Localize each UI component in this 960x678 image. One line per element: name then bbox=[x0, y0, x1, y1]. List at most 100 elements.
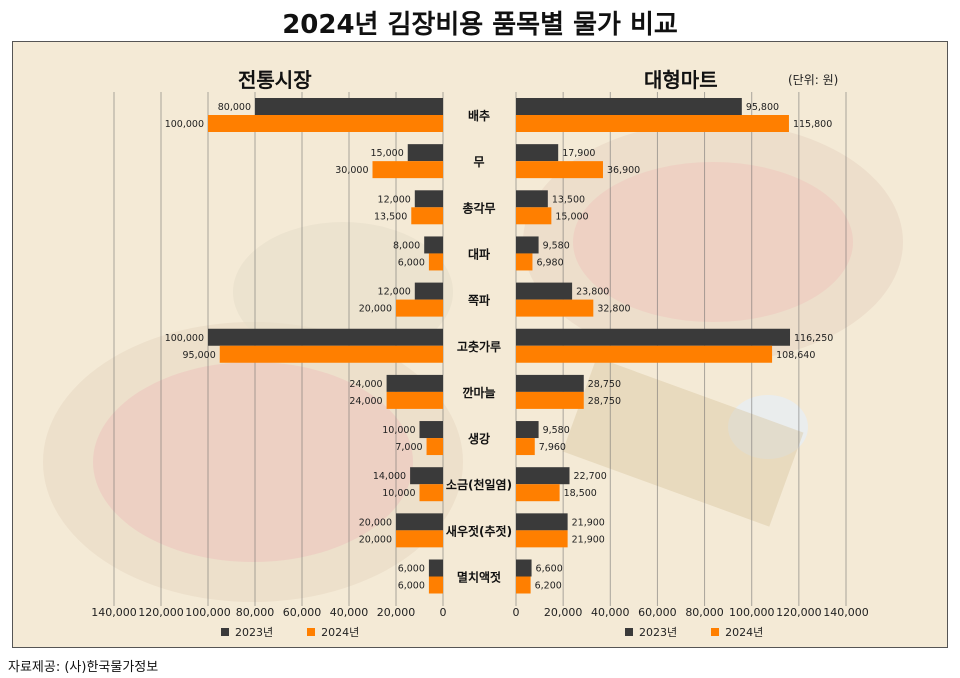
right-bar-2024 bbox=[516, 299, 594, 317]
right-value-label: 95,800 bbox=[746, 102, 779, 113]
left-bar-2023 bbox=[396, 513, 443, 531]
right-bar-2024 bbox=[516, 438, 535, 456]
right-x-tick-label: 60,000 bbox=[638, 606, 677, 619]
left-x-tick-label: 20,000 bbox=[377, 606, 416, 619]
right-bar-2024 bbox=[516, 253, 533, 271]
page-title: 2024년 김장비용 품목별 물가 비교 bbox=[282, 10, 678, 40]
left-bar-2024 bbox=[428, 253, 443, 271]
right-x-tick-label: 80,000 bbox=[685, 606, 724, 619]
legend-swatch-2024 bbox=[307, 628, 316, 636]
right-value-label: 22,700 bbox=[574, 471, 607, 482]
left-panel-title: 전통시장 bbox=[238, 68, 312, 92]
left-x-tick-label: 60,000 bbox=[283, 606, 322, 619]
right-value-label: 17,900 bbox=[562, 148, 595, 159]
left-value-label: 6,000 bbox=[398, 564, 425, 575]
category-label: 소금(천일염) bbox=[446, 477, 512, 492]
right-value-label: 18,500 bbox=[564, 488, 597, 499]
left-bar-2023 bbox=[407, 144, 443, 162]
right-bar-2024 bbox=[516, 207, 552, 225]
left-value-label: 6,000 bbox=[398, 581, 425, 592]
left-x-tick-label: 0 bbox=[440, 606, 447, 619]
right-value-label: 6,980 bbox=[536, 257, 563, 268]
right-value-label: 28,750 bbox=[588, 396, 621, 407]
left-bar-2024 bbox=[219, 345, 443, 363]
left-value-label: 10,000 bbox=[382, 425, 415, 436]
left-bar-2023 bbox=[255, 98, 443, 115]
left-bar-2024 bbox=[426, 438, 443, 456]
left-value-label: 20,000 bbox=[359, 534, 392, 545]
chart-frame bbox=[12, 41, 948, 648]
left-value-label: 8,000 bbox=[393, 240, 420, 251]
legend-label-2024: 2024년 bbox=[321, 626, 360, 639]
left-value-label: 100,000 bbox=[165, 119, 204, 130]
left-bar-2024 bbox=[208, 115, 443, 132]
left-bar-2024 bbox=[386, 391, 443, 409]
right-bar-2024 bbox=[516, 161, 603, 179]
left-bar-2024 bbox=[428, 576, 443, 594]
right-value-label: 115,800 bbox=[793, 119, 832, 130]
left-bar-2023 bbox=[414, 282, 443, 300]
left-bar-2024 bbox=[396, 299, 443, 317]
right-value-label: 32,800 bbox=[597, 304, 630, 315]
right-value-label: 9,580 bbox=[543, 240, 570, 251]
left-value-label: 14,000 bbox=[373, 471, 406, 482]
left-value-label: 10,000 bbox=[382, 488, 415, 499]
left-bar-2023 bbox=[208, 328, 443, 346]
right-bar-2023 bbox=[516, 513, 568, 531]
left-value-label: 13,500 bbox=[374, 211, 407, 222]
legend-label-2024: 2024년 bbox=[725, 626, 764, 639]
right-bar-2024 bbox=[516, 391, 584, 409]
category-label: 멸치액젓 bbox=[457, 570, 501, 585]
left-bar-2024 bbox=[396, 530, 443, 548]
left-bar-2024 bbox=[411, 207, 443, 225]
category-label: 총각무 bbox=[462, 200, 495, 215]
category-label: 생강 bbox=[468, 431, 490, 446]
left-value-label: 20,000 bbox=[359, 517, 392, 528]
left-value-label: 7,000 bbox=[395, 442, 422, 453]
left-legend: 2023년 2024년 bbox=[221, 624, 359, 640]
category-label: 무 bbox=[473, 155, 484, 169]
legend-label-2023: 2023년 bbox=[639, 626, 678, 639]
right-bar-2023 bbox=[516, 236, 539, 254]
right-bar-2023 bbox=[516, 374, 584, 392]
right-bar-2024 bbox=[516, 484, 560, 502]
left-bar-2023 bbox=[428, 559, 443, 577]
left-value-label: 12,000 bbox=[378, 194, 411, 205]
left-x-tick-label: 100,000 bbox=[185, 606, 231, 619]
left-value-label: 30,000 bbox=[335, 165, 368, 176]
right-value-label: 7,960 bbox=[539, 442, 566, 453]
left-value-label: 15,000 bbox=[371, 148, 404, 159]
right-x-tick-label: 140,000 bbox=[823, 606, 869, 619]
left-value-label: 12,000 bbox=[378, 287, 411, 298]
left-value-label: 95,000 bbox=[183, 350, 216, 361]
category-label: 배추 bbox=[468, 108, 490, 123]
right-value-label: 9,580 bbox=[543, 425, 570, 436]
category-label: 대파 bbox=[468, 246, 490, 261]
left-value-label: 20,000 bbox=[359, 304, 392, 315]
left-bar-2023 bbox=[410, 467, 443, 485]
right-bar-2023 bbox=[516, 190, 548, 208]
kimchi-illustration-background bbox=[43, 122, 903, 602]
left-x-tick-label: 140,000 bbox=[91, 606, 137, 619]
legend-swatch-2024 bbox=[711, 628, 720, 636]
right-x-tick-label: 40,000 bbox=[591, 606, 630, 619]
right-bar-2023 bbox=[516, 421, 539, 439]
right-value-label: 6,200 bbox=[535, 581, 562, 592]
right-bar-2024 bbox=[516, 576, 531, 594]
unit-label: (단위: 원) bbox=[788, 73, 839, 87]
right-legend: 2023년 2024년 bbox=[625, 624, 763, 640]
left-bar-2023 bbox=[386, 374, 443, 392]
left-bar-2024 bbox=[419, 484, 443, 502]
category-label: 고춧가루 bbox=[457, 339, 501, 354]
right-bar-2024 bbox=[516, 530, 568, 548]
right-value-label: 13,500 bbox=[552, 194, 585, 205]
left-x-tick-label: 120,000 bbox=[138, 606, 184, 619]
right-bar-2024 bbox=[516, 345, 773, 363]
right-value-label: 36,900 bbox=[607, 165, 640, 176]
left-x-tick-label: 80,000 bbox=[236, 606, 275, 619]
left-bar-2024 bbox=[372, 161, 443, 179]
right-x-tick-label: 0 bbox=[513, 606, 520, 619]
right-panel-title: 대형마트 bbox=[644, 68, 718, 92]
right-x-tick-label: 20,000 bbox=[544, 606, 583, 619]
